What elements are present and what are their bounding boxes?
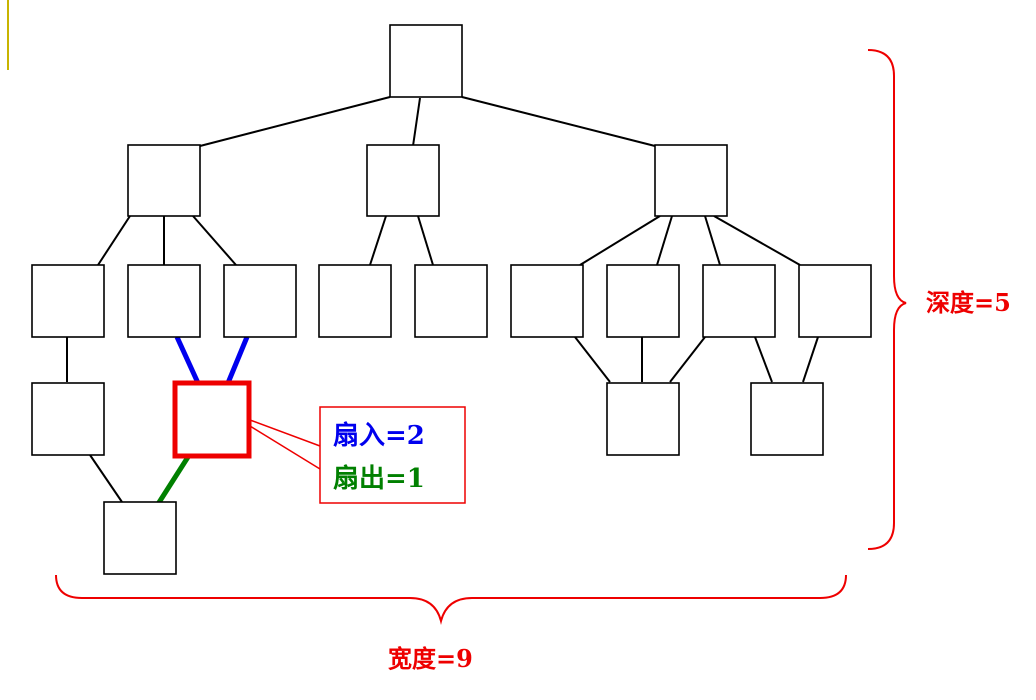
edge (97, 215, 131, 266)
depth-label: 深度=5 (926, 288, 1011, 317)
edge (669, 336, 706, 383)
module-box (223, 264, 297, 338)
fan-out-edge (155, 455, 191, 506)
module-box (750, 382, 824, 456)
edge (89, 454, 123, 503)
module-box (606, 382, 680, 456)
callout-pointer (249, 419, 321, 447)
edge (754, 336, 773, 383)
edge (199, 96, 391, 147)
edge (369, 215, 387, 266)
module-box (702, 264, 776, 338)
module-box (31, 264, 105, 338)
fan-in-edge (174, 335, 201, 385)
edge (461, 96, 656, 147)
module-box (103, 501, 177, 575)
fan-callout: 扇入=2 扇出=1 (249, 406, 466, 504)
module-box (654, 144, 728, 217)
fan-out-label: 扇出=1 (333, 463, 425, 494)
depth-bracket (867, 49, 907, 550)
module-box (798, 264, 872, 338)
edge (713, 215, 801, 266)
edge (802, 336, 819, 383)
module-box (510, 264, 584, 338)
module-box (606, 264, 680, 338)
module-box (414, 264, 488, 338)
fan-edges (155, 335, 250, 506)
module-box (31, 382, 105, 456)
module-box (127, 144, 201, 217)
module-box (366, 144, 440, 217)
callout-pointer (249, 425, 321, 470)
slide-accent-bar (7, 0, 9, 70)
edge (574, 336, 611, 383)
edge (192, 215, 237, 266)
width-bracket (55, 574, 847, 625)
fan-in-edge (225, 336, 250, 384)
width-label: 宽度=9 (388, 644, 473, 673)
edge (656, 215, 673, 266)
module-box (389, 24, 463, 98)
fan-in-label: 扇入=2 (333, 420, 425, 451)
tree-edges (66, 96, 819, 503)
edge (412, 97, 421, 147)
module-boxes (31, 24, 872, 575)
highlighted-module-box (172, 380, 252, 459)
edge (704, 215, 721, 266)
edge (417, 215, 434, 266)
module-box (318, 264, 392, 338)
module-box (127, 264, 201, 338)
edge (579, 215, 661, 266)
callout-box (319, 406, 466, 504)
